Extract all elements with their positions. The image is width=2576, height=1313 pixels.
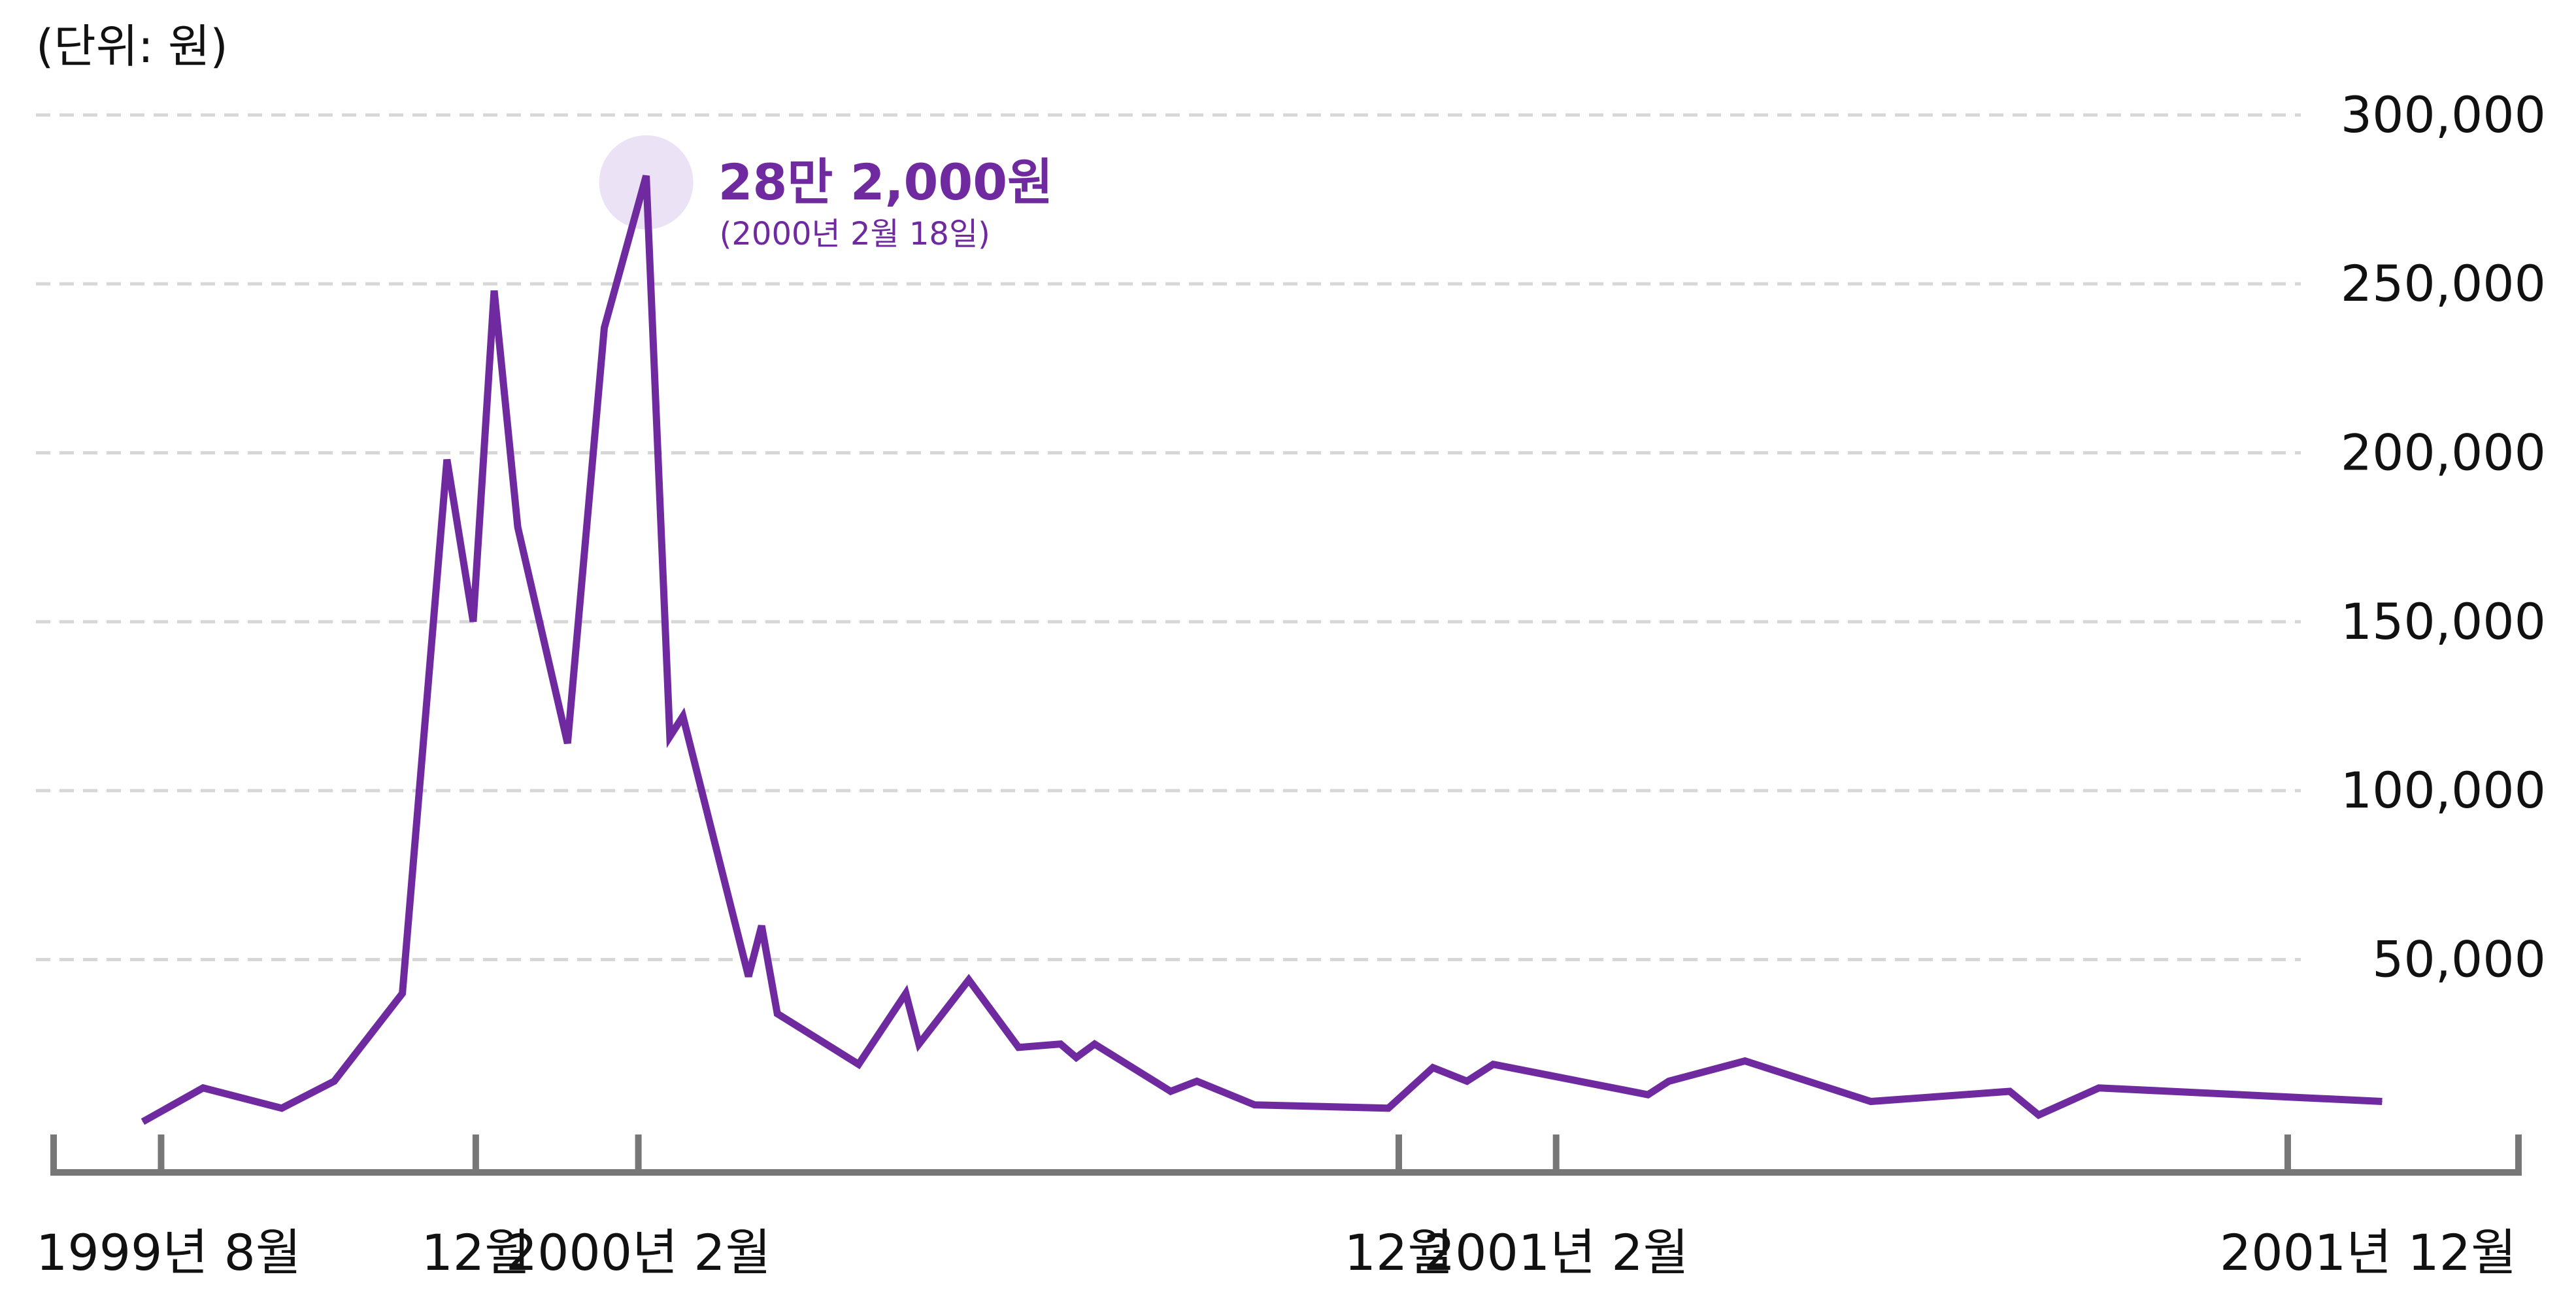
data-point	[1018, 1047, 1019, 1048]
peak-date-label: (2000년 2월 18일)	[720, 216, 990, 252]
data-point	[333, 1081, 335, 1082]
series-line	[141, 175, 2383, 1125]
data-point	[858, 1064, 860, 1065]
data-point	[402, 993, 403, 994]
y-tick-label: 300,000	[2341, 86, 2546, 144]
data-point	[2038, 1114, 2039, 1116]
x-tick-label: 12월	[422, 1223, 531, 1282]
x-tick-label: 2001년 2월	[1424, 1223, 1689, 1282]
data-point	[669, 736, 671, 737]
data-point	[905, 993, 907, 994]
data-point	[493, 290, 495, 291]
y-tick-label: 100,000	[2341, 761, 2546, 819]
y-tick-label: 50,000	[2372, 930, 2546, 989]
x-tick-label: 2001년 12월	[2220, 1223, 2517, 1282]
y-tick-label: 200,000	[2341, 424, 2546, 482]
y-axis-tick-labels: 300,000 250,000 200,000 150,000 100,000 50,00…	[2341, 86, 2546, 989]
peak-value-label: 28만 2,000원	[718, 153, 1053, 211]
data-point	[446, 459, 448, 460]
peak-annotation: 28만 2,000원 (2000년 2월 18일)	[718, 153, 1053, 252]
unit-label: (단위: 원)	[36, 20, 228, 73]
data-point	[1492, 1064, 1494, 1065]
data-point	[1254, 1104, 1255, 1106]
x-tick-label: 1999년 8월	[36, 1223, 301, 1282]
data-point	[2009, 1091, 2011, 1092]
x-tick-label: 12월	[1345, 1223, 1454, 1282]
data-point	[1170, 1091, 1171, 1092]
x-tick-label: 2000년 2월	[506, 1223, 771, 1282]
data-point	[748, 976, 749, 977]
data-point	[1076, 1057, 1077, 1058]
y-tick-label: 250,000	[2341, 254, 2546, 313]
grid-lines	[36, 113, 2301, 961]
series-layer	[141, 135, 2383, 1125]
data-point	[142, 1121, 143, 1122]
y-tick-label: 150,000	[2341, 592, 2546, 651]
data-point	[682, 716, 684, 717]
data-point	[761, 925, 762, 927]
data-point	[2381, 1101, 2383, 1102]
